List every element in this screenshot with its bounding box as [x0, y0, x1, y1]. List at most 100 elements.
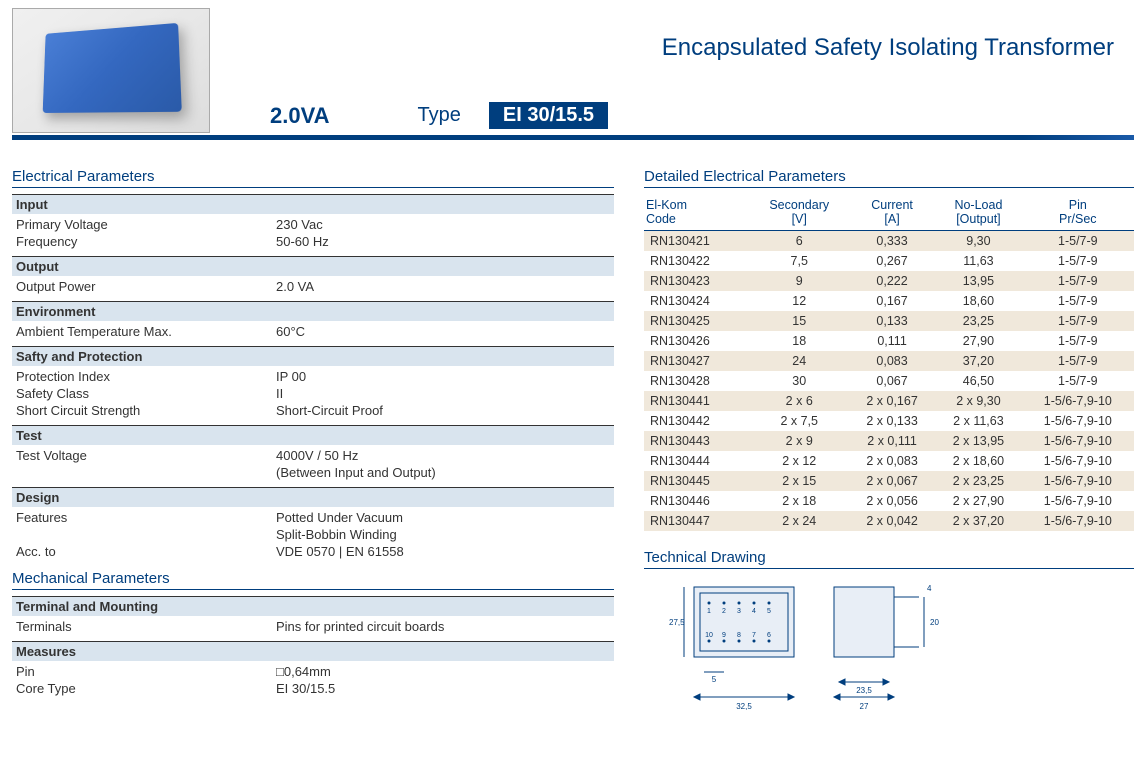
param-value: VDE 0570 | EN 61558: [272, 543, 614, 560]
table-cell: 2 x 0,167: [849, 391, 935, 411]
svg-text:9: 9: [722, 632, 726, 639]
table-cell: 2 x 13,95: [935, 431, 1021, 451]
subhead: Terminal and Mounting: [12, 596, 614, 616]
table-cell: 1-5/6-7,9-10: [1022, 491, 1134, 511]
table-cell: 1-5/7-9: [1022, 351, 1134, 371]
table-cell: RN130424: [644, 291, 750, 311]
param-row: Output Power2.0 VA: [12, 278, 614, 295]
table-row: RN130428300,06746,501-5/7-9: [644, 371, 1134, 391]
table-cell: 1-5/7-9: [1022, 291, 1134, 311]
table-cell: 2 x 0,067: [849, 471, 935, 491]
param-label: Ambient Temperature Max.: [12, 323, 272, 340]
table-cell: 2 x 9: [750, 431, 849, 451]
table-cell: RN130442: [644, 411, 750, 431]
param-label: Primary Voltage: [12, 216, 272, 233]
param-row: Ambient Temperature Max.60°C: [12, 323, 614, 340]
table-cell: RN130427: [644, 351, 750, 371]
param-value: (Between Input and Output): [272, 464, 614, 481]
table-cell: 2 x 0,133: [849, 411, 935, 431]
param-row: Acc. toVDE 0570 | EN 61558: [12, 543, 614, 560]
param-value: 230 Vac: [272, 216, 614, 233]
table-cell: 1-5/6-7,9-10: [1022, 391, 1134, 411]
detail-col-header: Secondary[V]: [750, 194, 849, 231]
svg-text:27,5: 27,5: [669, 618, 685, 627]
type-label: Type: [418, 104, 461, 127]
subhead: Output: [12, 256, 614, 276]
table-cell: 0,111: [849, 331, 935, 351]
param-row: FeaturesPotted Under Vacuum: [12, 509, 614, 526]
param-label: Test Voltage: [12, 447, 272, 464]
param-label: Pin: [12, 663, 272, 680]
tech-drawing-title: Technical Drawing: [644, 549, 1134, 569]
table-cell: RN130441: [644, 391, 750, 411]
table-cell: 2 x 27,90: [935, 491, 1021, 511]
product-image: [12, 8, 210, 133]
table-row: RN1304412 x 62 x 0,1672 x 9,301-5/6-7,9-…: [644, 391, 1134, 411]
page-title: Encapsulated Safety Isolating Transforme…: [230, 34, 1114, 62]
table-row: RN130425150,13323,251-5/7-9: [644, 311, 1134, 331]
table-row: RN1304227,50,26711,631-5/7-9: [644, 251, 1134, 271]
table-row: RN1304432 x 92 x 0,1112 x 13,951-5/6-7,9…: [644, 431, 1134, 451]
table-cell: 15: [750, 311, 849, 331]
table-cell: 1-5/6-7,9-10: [1022, 451, 1134, 471]
section-title: Electrical Parameters: [12, 168, 614, 188]
table-cell: 46,50: [935, 371, 1021, 391]
param-row: Safety ClassII: [12, 385, 614, 402]
table-cell: 2 x 11,63: [935, 411, 1021, 431]
table-cell: 1-5/6-7,9-10: [1022, 511, 1134, 531]
table-row: RN130424120,16718,601-5/7-9: [644, 291, 1134, 311]
param-row: Primary Voltage230 Vac: [12, 216, 614, 233]
param-value: 60°C: [272, 323, 614, 340]
param-label: Core Type: [12, 680, 272, 697]
table-cell: 2 x 37,20: [935, 511, 1021, 531]
param-row: Protection IndexIP 00: [12, 368, 614, 385]
table-cell: RN130446: [644, 491, 750, 511]
table-cell: RN130443: [644, 431, 750, 451]
subhead: Measures: [12, 641, 614, 661]
svg-text:23,5: 23,5: [856, 686, 872, 695]
param-label: [12, 464, 272, 481]
svg-text:3: 3: [737, 608, 741, 615]
table-cell: 0,083: [849, 351, 935, 371]
svg-text:2: 2: [722, 608, 726, 615]
table-cell: 0,167: [849, 291, 935, 311]
table-row: RN13042160,3339,301-5/7-9: [644, 231, 1134, 252]
svg-text:6: 6: [767, 632, 771, 639]
detail-section-title: Detailed Electrical Parameters: [644, 168, 1134, 188]
table-cell: RN130428: [644, 371, 750, 391]
table-cell: 2 x 24: [750, 511, 849, 531]
table-cell: 1-5/7-9: [1022, 331, 1134, 351]
subhead: Input: [12, 194, 614, 214]
table-cell: 2 x 0,056: [849, 491, 935, 511]
svg-text:7: 7: [752, 632, 756, 639]
table-cell: 37,20: [935, 351, 1021, 371]
table-cell: 2 x 0,042: [849, 511, 935, 531]
table-cell: RN130447: [644, 511, 750, 531]
detail-col-header: No-Load[Output]: [935, 194, 1021, 231]
svg-text:20: 20: [930, 618, 939, 627]
va-label: 2.0VA: [270, 103, 330, 129]
subhead: Design: [12, 487, 614, 507]
table-cell: 1-5/6-7,9-10: [1022, 431, 1134, 451]
table-cell: 27,90: [935, 331, 1021, 351]
table-row: RN1304442 x 122 x 0,0832 x 18,601-5/6-7,…: [644, 451, 1134, 471]
param-value: 4000V / 50 Hz: [272, 447, 614, 464]
type-value: EI 30/15.5: [489, 102, 608, 129]
param-row: Core TypeEI 30/15.5: [12, 680, 614, 697]
svg-text:4: 4: [927, 584, 932, 593]
param-label: Features: [12, 509, 272, 526]
svg-text:5: 5: [767, 608, 771, 615]
table-cell: 23,25: [935, 311, 1021, 331]
table-cell: 0,067: [849, 371, 935, 391]
param-label: Safety Class: [12, 385, 272, 402]
table-cell: 12: [750, 291, 849, 311]
param-label: Output Power: [12, 278, 272, 295]
table-cell: RN130426: [644, 331, 750, 351]
table-row: RN1304472 x 242 x 0,0422 x 37,201-5/6-7,…: [644, 511, 1134, 531]
table-cell: RN130445: [644, 471, 750, 491]
table-cell: RN130425: [644, 311, 750, 331]
param-label: [12, 526, 272, 543]
table-cell: 2 x 23,25: [935, 471, 1021, 491]
svg-text:4: 4: [752, 608, 756, 615]
table-cell: 7,5: [750, 251, 849, 271]
